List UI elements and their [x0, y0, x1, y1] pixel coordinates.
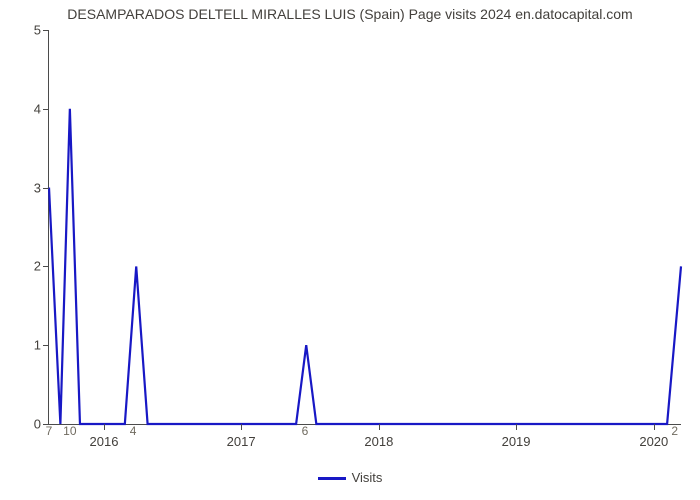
- y-tick-mark: [43, 30, 49, 31]
- axis-extra-label: 6: [302, 424, 309, 438]
- axis-extra-label: 7: [46, 424, 53, 438]
- y-tick-mark: [43, 188, 49, 189]
- x-tick-mark: [654, 424, 655, 430]
- x-tick-mark: [241, 424, 242, 430]
- y-tick-mark: [43, 345, 49, 346]
- axis-extra-label: 4: [130, 424, 137, 438]
- y-tick-mark: [43, 109, 49, 110]
- legend: Visits: [0, 470, 700, 485]
- axis-extra-label: 2: [671, 424, 678, 438]
- x-tick-mark: [516, 424, 517, 430]
- chart-title: DESAMPARADOS DELTELL MIRALLES LUIS (Spai…: [0, 6, 700, 22]
- legend-swatch: [318, 477, 346, 480]
- y-tick-mark: [43, 266, 49, 267]
- legend-label: Visits: [352, 470, 383, 485]
- visits-line: [49, 30, 681, 424]
- axis-extra-label: 10: [63, 424, 76, 438]
- x-tick-mark: [104, 424, 105, 430]
- plot-area: 01234520162017201820192020710462: [48, 30, 681, 425]
- x-tick-mark: [379, 424, 380, 430]
